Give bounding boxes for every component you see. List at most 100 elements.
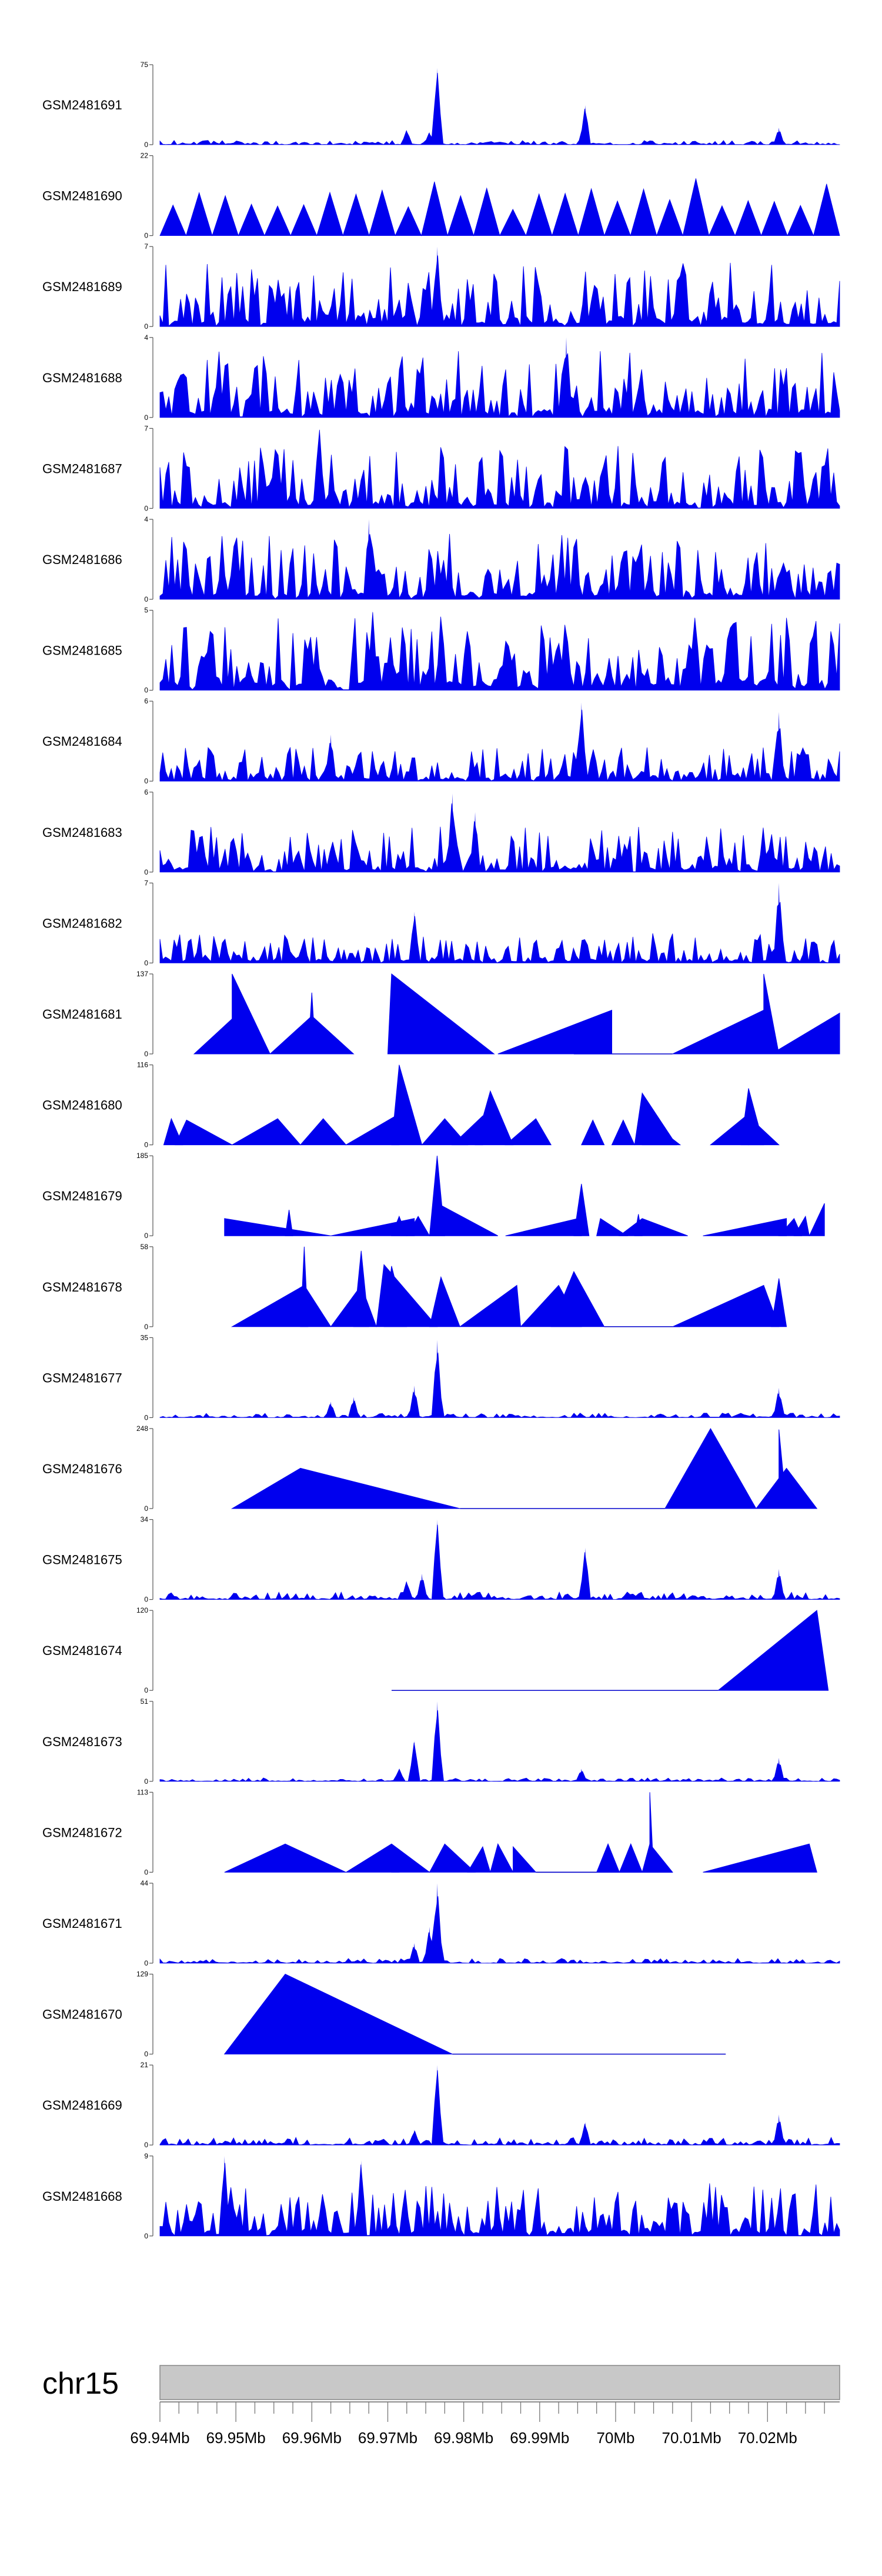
coverage-peak [435,246,439,327]
coverage-signal [159,2070,840,2145]
track-label: GSM2481685 [42,643,122,658]
y-min-label: 0 [144,686,148,695]
y-max-label: 34 [141,1516,149,1524]
track: GSM2481668 9 0 [42,2152,840,2240]
track: GSM2481685 5 0 [42,606,840,695]
coverage-peak [224,1843,346,1873]
track: GSM2481682 7 0 [42,879,840,967]
coverage-signal [159,1896,840,1964]
coverage-signal [159,902,840,963]
coverage-peak [308,992,316,1055]
coverage-peak [777,1569,781,1600]
track: GSM2481679 185 0 [42,1152,825,1240]
coverage-peak [405,1580,409,1600]
coverage-peak [232,973,271,1055]
y-max-label: 120 [136,1606,148,1614]
coverage-peak [427,1927,432,1963]
coverage-peak [779,1429,787,1509]
coverage-peak [497,1009,613,1055]
track-label: GSM2481669 [42,2098,122,2113]
track-label: GSM2481690 [42,189,122,203]
coverage-peak [450,793,455,872]
y-max-label: 116 [137,1061,148,1069]
track: GSM2481678 58 0 [42,1243,787,1331]
track-label: GSM2481684 [42,734,122,749]
coverage-peak [429,1276,460,1327]
y-min-label: 0 [144,1596,148,1604]
y-max-label: 4 [144,515,148,523]
coverage-signal [159,1524,840,1600]
coverage-peak [777,1757,781,1781]
coverage-peak [808,1203,825,1236]
y-max-label: 248 [136,1424,148,1433]
coverage-peak [579,1769,583,1781]
coverage-signal [159,429,840,509]
coverage-signal [159,178,840,237]
coverage-peak [391,1846,400,1873]
y-min-label: 0 [144,1868,148,1876]
coverage-peak [352,1397,356,1418]
coverage-peak [397,1769,401,1781]
tick-label: 70.02Mb [738,2429,797,2447]
coverage-peak [642,1118,681,1146]
track-label: GSM2481672 [42,1825,122,1840]
coverage-peak [771,1278,787,1327]
coverage-peak [427,132,432,145]
coverage-peak [505,1118,552,1146]
coverage-peak [579,702,583,782]
coverage-peak [412,2130,416,2145]
coverage-signal [159,1710,840,1782]
y-min-label: 0 [144,2141,148,2149]
y-max-label: 58 [141,1243,149,1251]
y-max-label: 6 [144,697,148,705]
coverage-peak [777,2114,781,2145]
track: GSM2481686 4 0 [42,515,840,603]
track: GSM2481681 137 0 [42,970,840,1058]
coverage-peak [345,1843,431,1873]
coverage-peak [429,1843,476,1873]
track-label: GSM2481686 [42,552,122,567]
track-label: GSM2481675 [42,1553,122,1567]
y-min-label: 0 [144,141,148,149]
coverage-peak [596,1843,620,1873]
track: GSM2481669 21 0 [42,2061,840,2149]
axis-tick-labels: 69.94Mb 69.95Mb 69.96Mb 69.97Mb 69.98Mb 69.99… [130,2429,797,2447]
track-label: GSM2481679 [42,1189,122,1203]
track: GSM2481671 44 0 [42,1879,840,1967]
coverage-peak [435,1701,439,1781]
track: GSM2481680 116 0 [42,1061,780,1149]
coverage-peak [329,734,333,782]
coverage-peak [649,1792,654,1873]
y-max-label: 35 [141,1333,149,1342]
coverage-peak [777,1387,781,1418]
track-label: GSM2481678 [42,1280,122,1294]
y-max-label: 137 [136,970,148,978]
coverage-peak [619,1843,643,1873]
track: GSM2481674 120 0 [42,1606,829,1694]
coverage-signal [159,709,840,782]
coverage-peak [370,610,375,690]
coverage-signal [159,351,840,418]
coverage-signal [159,803,840,873]
coverage-peak [777,883,781,963]
coverage-peak [748,1119,780,1146]
coverage-peak [435,68,439,145]
coverage-peak [550,1270,605,1327]
coverage-peak [583,105,587,145]
track-label: GSM2481680 [42,1098,122,1113]
coverage-peak [672,1009,772,1055]
track: GSM2481673 51 0 [42,1697,840,1786]
coverage-peak [222,2155,226,2236]
track: GSM2481690 22 0 [42,152,840,240]
coverage-signal [159,255,840,327]
coverage-peak [285,1210,293,1236]
tick-label: 69.97Mb [358,2429,417,2447]
coverage-peak [420,1573,424,1600]
y-min-label: 0 [144,2050,148,2058]
coverage-peak [383,1266,407,1327]
y-min-label: 0 [144,413,148,422]
y-max-label: 7 [144,242,148,251]
tick-label: 69.94Mb [130,2429,189,2447]
coverage-peak [717,1610,829,1691]
coverage-peak [412,1386,416,1418]
